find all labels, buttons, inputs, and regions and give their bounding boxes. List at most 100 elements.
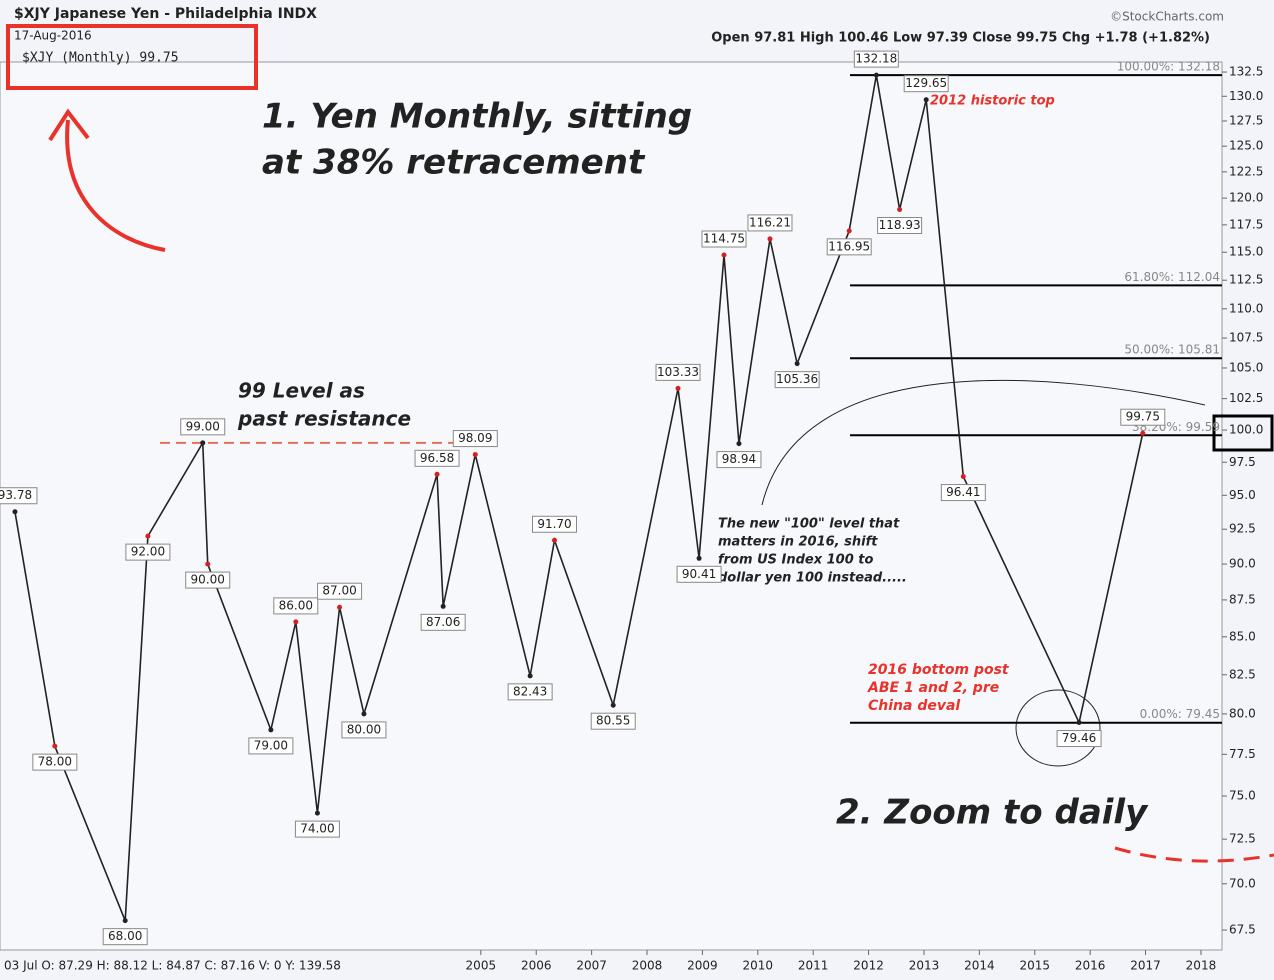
cursor-readout: 03 Jul O: 87.29 H: 88.12 L: 84.87 C: 87.… bbox=[4, 959, 341, 973]
pivot-label: 92.00 bbox=[131, 545, 165, 559]
pivot-label: 99.75 bbox=[1126, 410, 1160, 424]
pivot-label-box bbox=[903, 75, 949, 93]
pointer-curve bbox=[761, 379, 1206, 506]
x-tick-label: 2010 bbox=[743, 959, 774, 973]
pivot bbox=[440, 603, 446, 609]
y-tick-label: 80.0 bbox=[1229, 706, 1256, 720]
fib-label: 61.80%: 112.04 bbox=[1124, 270, 1220, 284]
pivot-label-box bbox=[248, 737, 294, 755]
annotation: dollar yen 100 instead..... bbox=[718, 571, 907, 586]
pivot bbox=[434, 471, 440, 477]
arrow bbox=[65, 119, 166, 252]
annotation: from US Index 100 to bbox=[718, 553, 874, 568]
pivot bbox=[960, 474, 966, 480]
pivot-label: 98.94 bbox=[722, 452, 756, 466]
y-tick-label: 107.5 bbox=[1229, 331, 1263, 345]
fib-label: 100.00%: 132.18 bbox=[1117, 60, 1220, 74]
pivot-label: 132.18 bbox=[855, 52, 897, 66]
pivot-label-box bbox=[420, 613, 466, 631]
pivot bbox=[696, 555, 702, 561]
x-tick-label: 2007 bbox=[576, 959, 607, 973]
y-tick-label: 70.0 bbox=[1229, 876, 1256, 890]
pivot bbox=[293, 619, 299, 625]
pivot-label-box bbox=[590, 712, 636, 730]
pivot bbox=[314, 810, 320, 816]
y-tick-label: 102.5 bbox=[1229, 391, 1263, 405]
pivot-label: 90.00 bbox=[191, 573, 225, 587]
annotation: 2016 bottom post bbox=[868, 662, 1010, 678]
y-tick-label: 77.5 bbox=[1229, 747, 1256, 761]
pivot-label: 68.00 bbox=[108, 929, 142, 943]
pivot-label-box bbox=[716, 451, 762, 469]
pivot-label-box bbox=[185, 571, 231, 589]
pivot bbox=[337, 604, 343, 610]
pivot-label: 116.21 bbox=[749, 215, 791, 229]
pivot-label-box bbox=[701, 230, 747, 248]
pivot-label-box bbox=[273, 597, 319, 615]
pivot-label-box bbox=[102, 928, 148, 946]
pivot-label-box bbox=[180, 418, 226, 436]
x-tick-label: 2012 bbox=[853, 959, 884, 973]
y-tick-label: 112.5 bbox=[1229, 273, 1263, 287]
x-tick-label: 2008 bbox=[632, 959, 663, 973]
annotation: 2012 historic top bbox=[930, 94, 1055, 109]
annotation: 2. Zoom to daily bbox=[836, 793, 1149, 833]
pivot-label-box bbox=[414, 449, 460, 467]
y-tick-label: 125.0 bbox=[1229, 139, 1263, 153]
pivot-label-box bbox=[940, 484, 986, 502]
pivot bbox=[527, 673, 533, 679]
pivot bbox=[472, 452, 478, 458]
pivot bbox=[205, 561, 211, 567]
pivot-label-box bbox=[774, 371, 820, 389]
pivot-label-box bbox=[676, 565, 722, 583]
pivot-label: 87.06 bbox=[426, 615, 460, 629]
price-line bbox=[14, 74, 1144, 921]
pivot-label-box bbox=[747, 214, 793, 232]
pivot-label: 103.33 bbox=[657, 365, 699, 379]
x-tick-label: 2006 bbox=[521, 959, 552, 973]
pivot-label: 129.65 bbox=[905, 76, 947, 90]
focus-box bbox=[1212, 414, 1274, 452]
pivot bbox=[200, 440, 206, 446]
bottom-circle bbox=[1015, 689, 1101, 767]
pivot-label: 96.58 bbox=[420, 451, 454, 465]
plot-area bbox=[0, 61, 1223, 951]
y-tick-label: 122.5 bbox=[1229, 164, 1263, 178]
pivot bbox=[145, 533, 151, 539]
pivot-label-box bbox=[1056, 730, 1102, 748]
pivot-label-box bbox=[826, 238, 872, 256]
pivot-label-box bbox=[0, 487, 38, 505]
pivot-label: 118.93 bbox=[879, 218, 921, 232]
pivot-label-box bbox=[507, 683, 553, 701]
y-tick-label: 97.5 bbox=[1229, 455, 1256, 469]
pivot bbox=[122, 918, 128, 924]
pivot-label-box bbox=[877, 216, 923, 234]
y-tick-label: 130.0 bbox=[1229, 89, 1263, 103]
pivot-label: 87.00 bbox=[322, 584, 356, 598]
credit: ©StockCharts.com bbox=[1110, 10, 1224, 24]
fib-label: 0.00%: 79.45 bbox=[1140, 707, 1220, 721]
y-tick-label: 132.5 bbox=[1229, 65, 1263, 79]
y-tick-label: 127.5 bbox=[1229, 113, 1263, 127]
annotation: 1. Yen Monthly, sitting bbox=[262, 97, 692, 137]
pivot-label: 80.55 bbox=[596, 714, 630, 728]
pivot-label: 82.43 bbox=[513, 684, 547, 698]
chart-title: $XJY Japanese Yen - Philadelphia INDX bbox=[14, 6, 317, 22]
pivot-label: 90.41 bbox=[682, 567, 716, 581]
annotation: matters in 2016, shift bbox=[718, 535, 878, 550]
pivot bbox=[361, 711, 367, 717]
y-tick-label: 87.5 bbox=[1229, 592, 1256, 606]
pivot-label-box bbox=[531, 515, 577, 533]
pivot-label-box bbox=[125, 543, 171, 561]
pivot-label-box bbox=[1120, 408, 1166, 426]
pivot bbox=[923, 97, 929, 103]
annotation: at 38% retracement bbox=[262, 143, 646, 183]
annotation: past resistance bbox=[237, 407, 411, 431]
pivot-label: 91.70 bbox=[537, 517, 571, 531]
pivot bbox=[794, 361, 800, 367]
pivot-label: 80.00 bbox=[347, 722, 381, 736]
annotation: ABE 1 and 2, pre bbox=[867, 680, 999, 696]
pivot-label: 79.46 bbox=[1062, 731, 1096, 745]
x-tick-label: 2017 bbox=[1130, 959, 1161, 973]
